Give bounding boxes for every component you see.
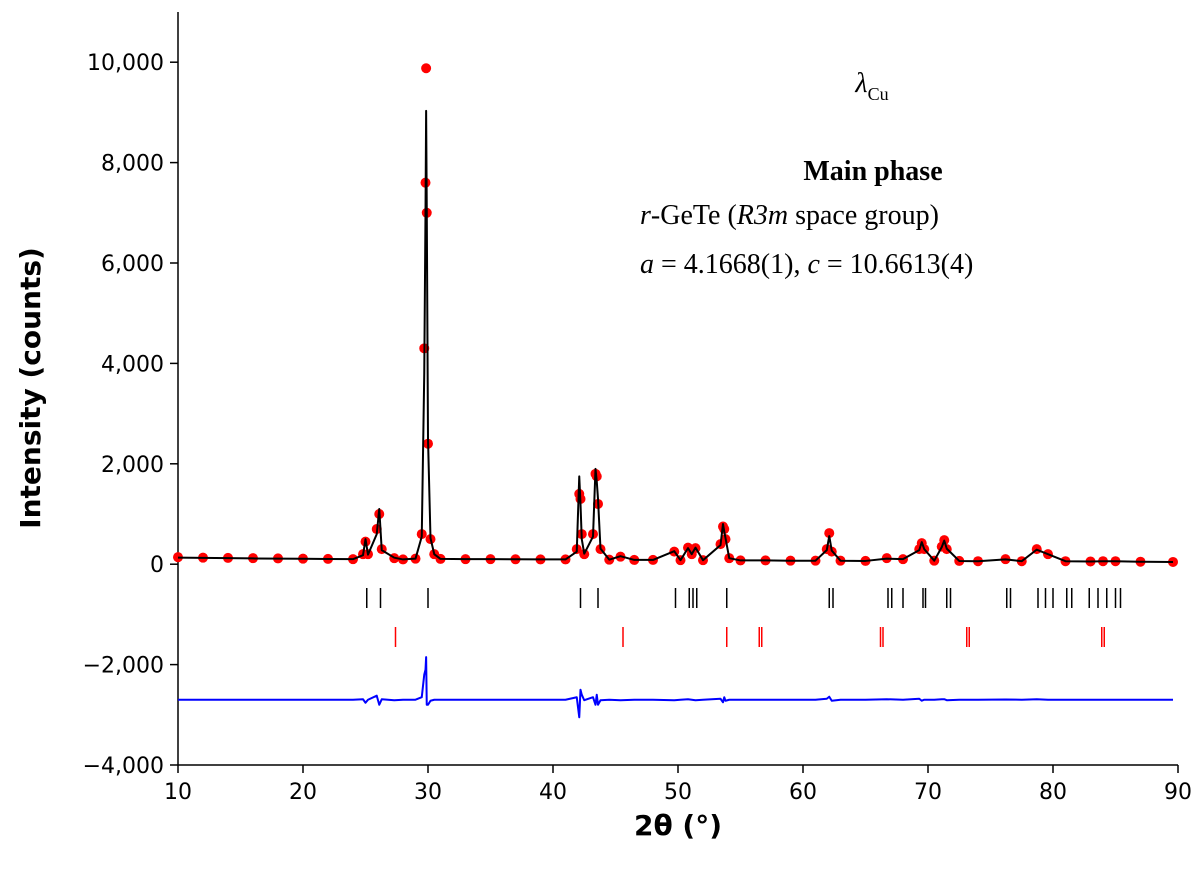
observed-point — [173, 552, 183, 563]
annotation-part: Cu — [868, 84, 889, 104]
x-tick-label: 90 — [1164, 780, 1192, 805]
annotation: a = 4.1668(1), c = 10.6613(4) — [640, 249, 973, 280]
x-tick-label: 10 — [164, 780, 192, 805]
annotation-part: = 10.6613(4) — [820, 249, 973, 280]
annotation: Main phase — [803, 156, 942, 187]
series-line — [178, 656, 1173, 719]
y-tick-label: 8,000 — [101, 152, 164, 177]
annotation-part: = 4.1668(1), — [654, 249, 807, 280]
y-tick-label: 10,000 — [87, 51, 164, 76]
annotation-part: a — [640, 249, 654, 280]
x-tick-label: 80 — [1039, 780, 1067, 805]
annotation: r-GeTe (R3m space group) — [640, 200, 939, 231]
y-tick-label: −2,000 — [83, 654, 164, 679]
y-axis-label: Intensity (counts) — [14, 247, 47, 529]
observed-point — [824, 528, 835, 539]
observed-point — [421, 63, 432, 74]
annotation-part: -GeTe ( — [651, 200, 737, 231]
annotation-part: r — [640, 200, 651, 231]
observed-point — [1168, 556, 1178, 567]
annotation-part: Main phase — [803, 156, 942, 187]
annotation-part: space group) — [788, 200, 939, 231]
x-tick-label: 30 — [414, 780, 442, 805]
y-tick-label: 2,000 — [101, 453, 164, 478]
x-tick-label: 20 — [289, 780, 317, 805]
y-tick-label: −4,000 — [83, 754, 164, 779]
x-tick-label: 60 — [789, 780, 817, 805]
y-tick-label: 4,000 — [101, 352, 164, 377]
y-tick-label: 6,000 — [101, 252, 164, 277]
x-axis-label: 2θ (°) — [634, 809, 722, 842]
x-tick-label: 40 — [539, 780, 567, 805]
x-tick-label: 70 — [914, 780, 942, 805]
series-line — [177, 109, 1174, 563]
annotation-part: c — [807, 249, 820, 280]
x-tick-label: 50 — [664, 780, 692, 805]
annotation-part: R3m — [736, 200, 788, 231]
y-tick-label: 0 — [150, 553, 164, 578]
annotation-part: λ — [854, 68, 867, 99]
annotation: λCu — [854, 68, 888, 104]
